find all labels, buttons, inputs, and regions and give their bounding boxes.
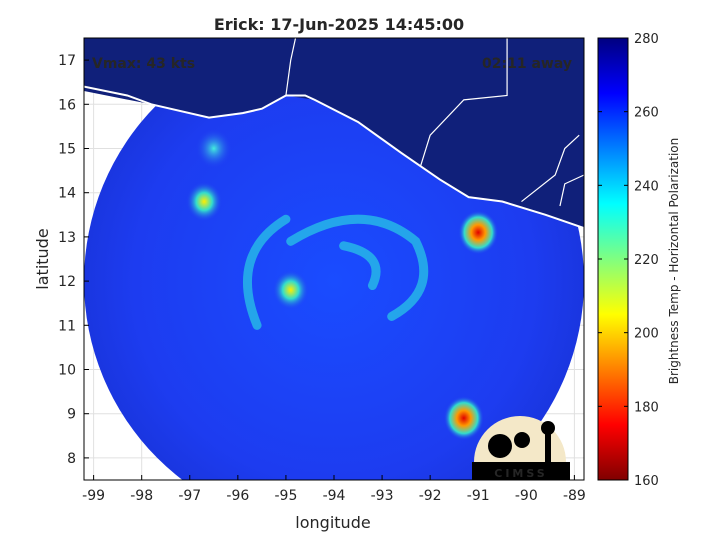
colorbar-ticks: 160 180 200 220 240 260 280 <box>598 32 659 489</box>
eyewall-cold-band <box>272 270 309 310</box>
border-line <box>559 174 584 207</box>
y-tick-label: 11 <box>58 318 76 334</box>
y-tick-label: 8 <box>67 451 76 467</box>
y-tick-label: 15 <box>58 142 76 158</box>
x-tick-label: -96 <box>226 488 249 504</box>
cimss-logo: CIMSS <box>472 416 570 480</box>
colorbar <box>597 37 629 481</box>
coastline <box>84 38 584 230</box>
y-tick-label: 14 <box>58 186 76 202</box>
x-tick-label: -95 <box>274 488 297 504</box>
border-line <box>521 134 580 203</box>
rain-band <box>242 214 291 330</box>
land-mass <box>84 38 584 229</box>
border-line <box>285 38 297 96</box>
convection-east <box>458 210 499 255</box>
colorbar-label: Brightness Temp - Horizontal Polarizatio… <box>667 138 681 385</box>
y-tick-label: 16 <box>58 97 76 113</box>
y-axis: 8 9 10 11 12 13 14 15 16 17 <box>58 53 89 467</box>
convection-far-north-west <box>195 128 232 169</box>
y-tick-label: 13 <box>58 230 76 246</box>
colorbar-tick-label: 180 <box>634 400 659 415</box>
border-line <box>419 38 508 167</box>
x-tick-label: -97 <box>178 488 201 504</box>
y-tick-label: 9 <box>67 407 76 423</box>
x-tick-label: -94 <box>323 488 346 504</box>
colorbar-tick-label: 280 <box>634 32 659 47</box>
colorbar-tick-label: 160 <box>634 474 659 489</box>
vmax-annotation: Vmax: 43 kts <box>92 56 195 72</box>
colorbar-tick-label: 260 <box>634 106 659 121</box>
colorbar-tick-label: 200 <box>634 327 659 342</box>
x-tick-label: -92 <box>419 488 442 504</box>
x-tick-label: -91 <box>467 488 490 504</box>
x-tick-label: -99 <box>82 488 105 504</box>
colorbar-tick-label: 240 <box>634 179 659 194</box>
x-axis-label: longitude <box>295 513 370 532</box>
y-axis-label: latitude <box>33 228 52 289</box>
x-tick-label: -90 <box>515 488 538 504</box>
x-tick-label: -89 <box>563 488 586 504</box>
rain-band <box>339 241 381 291</box>
y-tick-label: 10 <box>58 363 76 379</box>
features <box>186 128 499 441</box>
logo-text: CIMSS <box>494 467 547 480</box>
convection-north-west <box>186 181 223 222</box>
chart-title: Erick: 17-Jun-2025 14:45:00 <box>214 15 464 34</box>
colorbar-tick-label: 220 <box>634 253 659 268</box>
y-tick-label: 12 <box>58 274 76 290</box>
coastline-line <box>84 85 584 230</box>
x-axis: -99 -98 -97 -96 -95 -94 -93 -92 -91 -90 -89 <box>82 475 586 504</box>
x-tick-label: -98 <box>130 488 153 504</box>
x-tick-label: -93 <box>371 488 394 504</box>
time-away-annotation: 02:11 away <box>482 56 572 72</box>
rain-band <box>286 214 429 321</box>
y-tick-label: 17 <box>58 53 76 69</box>
convection-south-east <box>443 396 484 441</box>
